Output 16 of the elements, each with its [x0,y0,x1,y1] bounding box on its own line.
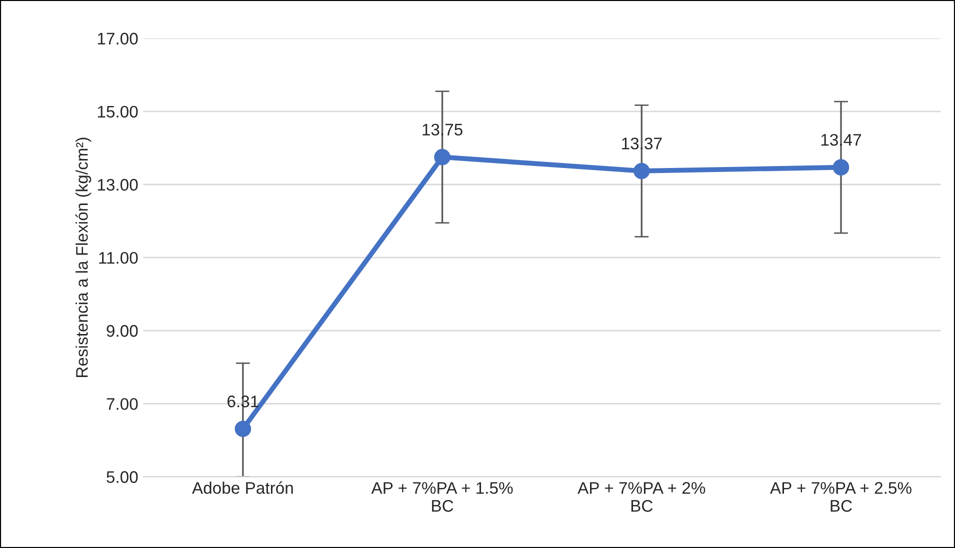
point [633,162,650,180]
y-tick-label: 7.00 [106,398,138,410]
x-tick-label: AP + 7%PA + 1.5% BC [371,482,513,512]
y-tick-label: 13.00 [98,178,138,191]
y-tick-label: 9.00 [106,325,138,337]
y-tick-label: 15.00 [98,106,138,118]
point [434,148,450,166]
x-tick-label: Adobe Patrón [192,481,293,494]
y-tick-label: 11.00 [99,252,138,264]
point [234,420,252,438]
y-tick-label: 17.00 [98,32,138,45]
y-tick-label: 5.00 [106,471,138,483]
x-tick-label: AP + 7%PA + 2.5% BC [770,482,912,512]
point [832,159,850,176]
x-tick-label: AP + 7%PA + 2% BC [578,482,706,512]
y-axis-title: Resistencia a la Flexión (kg/cm²) [75,138,92,378]
